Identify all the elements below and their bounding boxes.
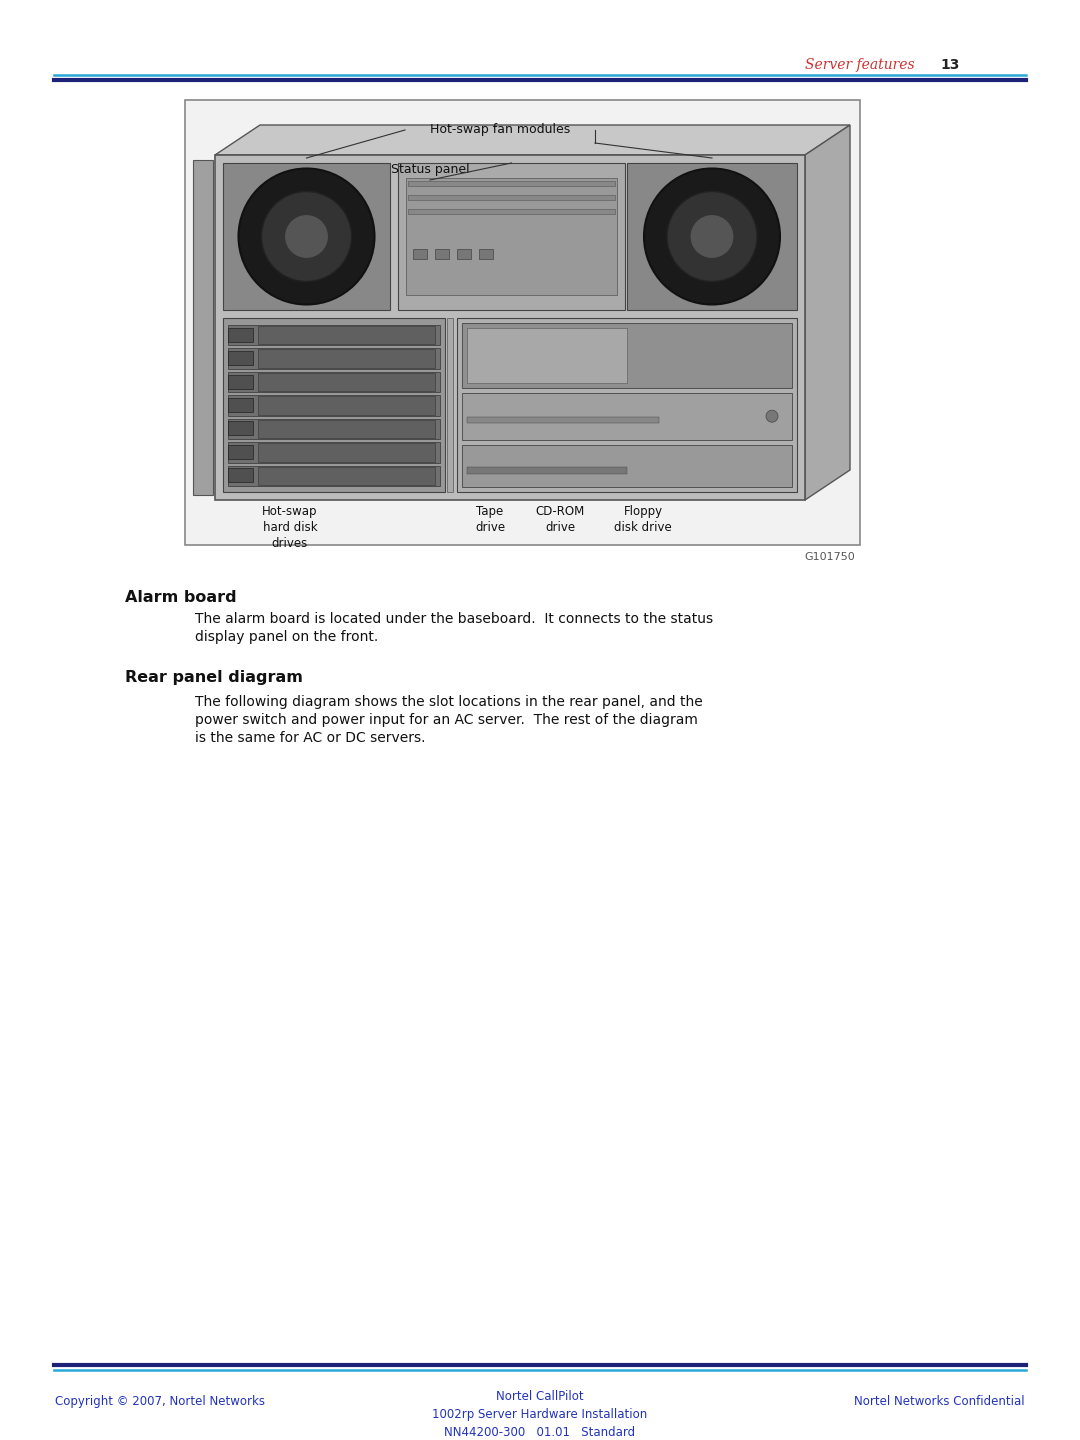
Circle shape [667,192,757,281]
Text: is the same for AC or DC servers.: is the same for AC or DC servers. [195,732,426,744]
Bar [228,325,440,346]
Bar [215,156,805,500]
Text: Floppy: Floppy [623,505,662,518]
Bar [399,163,625,310]
Bar [228,422,253,435]
Circle shape [284,215,328,259]
Bar [408,196,615,200]
Polygon shape [805,125,850,500]
Bar [258,444,435,462]
Bar [228,396,440,416]
Bar [228,419,440,439]
Bar [258,467,435,485]
Text: 13: 13 [940,58,959,72]
Bar [258,350,435,367]
Bar [413,249,427,259]
Bar [222,318,445,492]
Bar [462,323,792,387]
Bar [467,418,659,423]
Bar [228,374,253,389]
Text: drives: drives [272,537,308,550]
Bar [467,328,627,383]
Text: The alarm board is located under the baseboard.  It connects to the status: The alarm board is located under the bas… [195,612,713,626]
Bar [627,163,797,310]
Bar [228,328,253,341]
Text: Hot-swap fan modules: Hot-swap fan modules [430,124,570,137]
Text: Nortel Networks Confidential: Nortel Networks Confidential [854,1395,1025,1408]
Bar [447,318,453,492]
Text: Tape: Tape [476,505,503,518]
Text: disk drive: disk drive [615,521,672,534]
Text: The following diagram shows the slot locations in the rear panel, and the: The following diagram shows the slot loc… [195,696,703,708]
Circle shape [644,168,780,304]
Bar [228,351,253,366]
Bar [228,442,440,462]
Text: Alarm board: Alarm board [125,590,237,605]
Text: 1002rp Server Hardware Installation: 1002rp Server Hardware Installation [432,1408,648,1421]
Bar [462,445,792,487]
Polygon shape [215,125,850,156]
Bar [228,465,440,487]
Text: power switch and power input for an AC server.  The rest of the diagram: power switch and power input for an AC s… [195,713,698,727]
Bar [185,99,860,544]
Bar [408,181,615,186]
Text: Rear panel diagram: Rear panel diagram [125,670,302,685]
Bar [228,372,440,392]
Bar [258,396,435,415]
Circle shape [766,410,778,422]
Circle shape [261,192,351,281]
Text: CD-ROM: CD-ROM [536,505,584,518]
Text: NN44200-300   01.01   Standard: NN44200-300 01.01 Standard [445,1426,635,1439]
Text: Copyright © 2007, Nortel Networks: Copyright © 2007, Nortel Networks [55,1395,265,1408]
Bar [435,249,449,259]
Text: Status panel: Status panel [391,164,470,177]
Bar [406,179,617,295]
Text: Hot-swap: Hot-swap [262,505,318,518]
Text: Nortel CallPilot: Nortel CallPilot [496,1390,584,1403]
Text: drive: drive [475,521,505,534]
Bar [228,468,253,482]
Text: display panel on the front.: display panel on the front. [195,631,378,644]
Bar [480,249,492,259]
Bar [467,468,627,474]
Bar [457,249,471,259]
Text: G101750: G101750 [805,552,855,562]
Bar [258,373,435,392]
Text: drive: drive [545,521,575,534]
Bar [457,318,797,492]
Circle shape [239,168,375,304]
Text: hard disk: hard disk [262,521,318,534]
Text: Server features: Server features [806,58,915,72]
Bar [193,160,213,495]
Bar [408,209,615,215]
Bar [258,325,435,344]
Bar [228,445,253,459]
Bar [228,397,253,412]
Circle shape [690,215,734,259]
Bar [462,393,792,439]
Bar [258,419,435,438]
Bar [222,163,390,310]
Bar [228,348,440,369]
